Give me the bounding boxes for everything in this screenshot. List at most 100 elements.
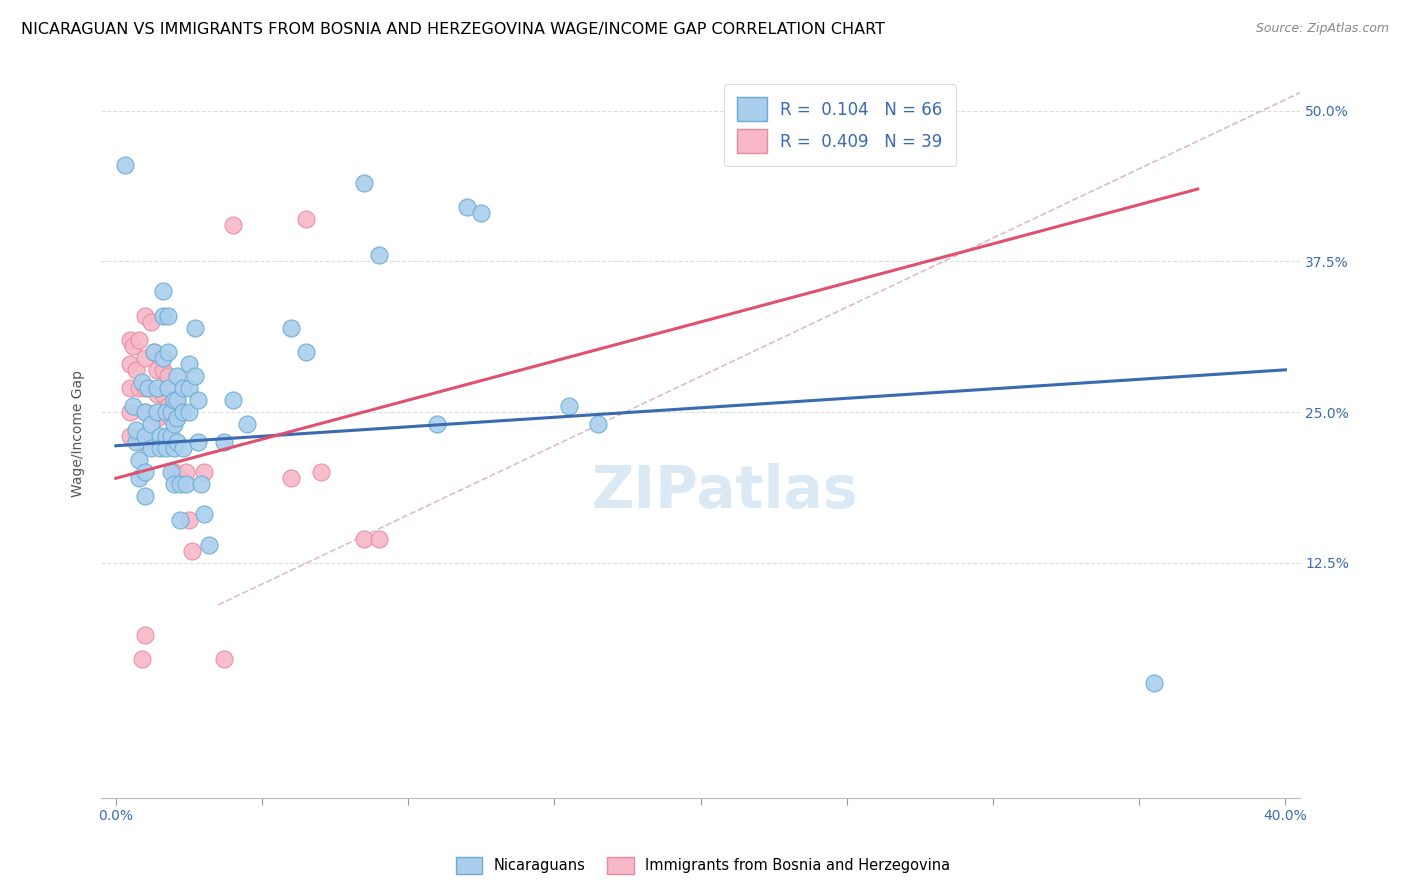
Point: [163, 392, 186, 407]
Point: [120, 429, 142, 443]
Point: [160, 411, 183, 425]
Point: [236, 417, 259, 431]
Point: [166, 435, 188, 450]
Point: [146, 405, 169, 419]
Point: [222, 218, 245, 232]
Point: [149, 441, 172, 455]
Point: [172, 405, 194, 419]
Point: [163, 465, 186, 479]
Point: [155, 405, 177, 419]
Point: [280, 471, 302, 485]
Point: [120, 405, 142, 419]
Point: [134, 628, 156, 642]
Point: [142, 344, 165, 359]
Point: [190, 477, 212, 491]
Point: [125, 363, 148, 377]
Point: [177, 405, 200, 419]
Point: [309, 465, 332, 479]
Point: [193, 465, 215, 479]
Point: [187, 392, 209, 407]
Point: [152, 285, 174, 299]
Point: [160, 465, 183, 479]
Point: [134, 309, 156, 323]
Point: [163, 417, 186, 431]
Point: [198, 538, 221, 552]
Point: [139, 315, 162, 329]
Point: [166, 368, 188, 383]
Point: [169, 471, 191, 485]
Point: [152, 309, 174, 323]
Point: [152, 351, 174, 365]
Point: [155, 441, 177, 455]
Point: [131, 652, 153, 666]
Point: [120, 381, 142, 395]
Point: [122, 399, 145, 413]
Point: [131, 435, 153, 450]
Point: [157, 399, 180, 413]
Text: NICARAGUAN VS IMMIGRANTS FROM BOSNIA AND HERZEGOVINA WAGE/INCOME GAP CORRELATION: NICARAGUAN VS IMMIGRANTS FROM BOSNIA AND…: [21, 22, 886, 37]
Point: [368, 248, 391, 262]
Point: [134, 405, 156, 419]
Point: [146, 363, 169, 377]
Point: [128, 381, 150, 395]
Point: [193, 508, 215, 522]
Point: [184, 368, 207, 383]
Point: [125, 435, 148, 450]
Point: [212, 652, 235, 666]
Point: [134, 405, 156, 419]
Point: [120, 333, 142, 347]
Point: [149, 429, 172, 443]
Legend: Nicaraguans, Immigrants from Bosnia and Herzegovina: Nicaraguans, Immigrants from Bosnia and …: [450, 851, 956, 880]
Point: [163, 441, 186, 455]
Point: [280, 320, 302, 334]
Point: [120, 357, 142, 371]
Point: [177, 357, 200, 371]
Point: [426, 417, 449, 431]
Point: [169, 477, 191, 491]
Point: [128, 453, 150, 467]
Point: [172, 441, 194, 455]
Point: [134, 429, 156, 443]
Point: [152, 363, 174, 377]
Point: [139, 441, 162, 455]
Point: [152, 387, 174, 401]
Point: [172, 381, 194, 395]
Point: [295, 344, 318, 359]
Point: [353, 532, 375, 546]
Point: [134, 351, 156, 365]
Point: [157, 344, 180, 359]
Point: [157, 368, 180, 383]
Point: [174, 477, 197, 491]
Point: [142, 344, 165, 359]
Point: [174, 465, 197, 479]
Point: [166, 392, 188, 407]
Point: [139, 417, 162, 431]
Point: [169, 513, 191, 527]
Point: [166, 392, 188, 407]
Point: [212, 435, 235, 450]
Point: [368, 532, 391, 546]
Point: [134, 489, 156, 503]
Point: [470, 206, 492, 220]
Point: [122, 339, 145, 353]
Text: ZIPatlas: ZIPatlas: [592, 463, 858, 520]
Point: [295, 212, 318, 227]
Point: [155, 429, 177, 443]
Legend: R =  0.104   N = 66, R =  0.409   N = 39: R = 0.104 N = 66, R = 0.409 N = 39: [724, 84, 956, 166]
Point: [146, 387, 169, 401]
Point: [177, 513, 200, 527]
Point: [184, 320, 207, 334]
Point: [187, 435, 209, 450]
Point: [588, 417, 610, 431]
Point: [131, 375, 153, 389]
Y-axis label: Wage/Income Gap: Wage/Income Gap: [72, 369, 86, 497]
Point: [134, 465, 156, 479]
Point: [160, 429, 183, 443]
Point: [353, 176, 375, 190]
Point: [134, 381, 156, 395]
Point: [1143, 676, 1166, 690]
Point: [177, 381, 200, 395]
Point: [180, 543, 202, 558]
Point: [146, 381, 169, 395]
Point: [222, 392, 245, 407]
